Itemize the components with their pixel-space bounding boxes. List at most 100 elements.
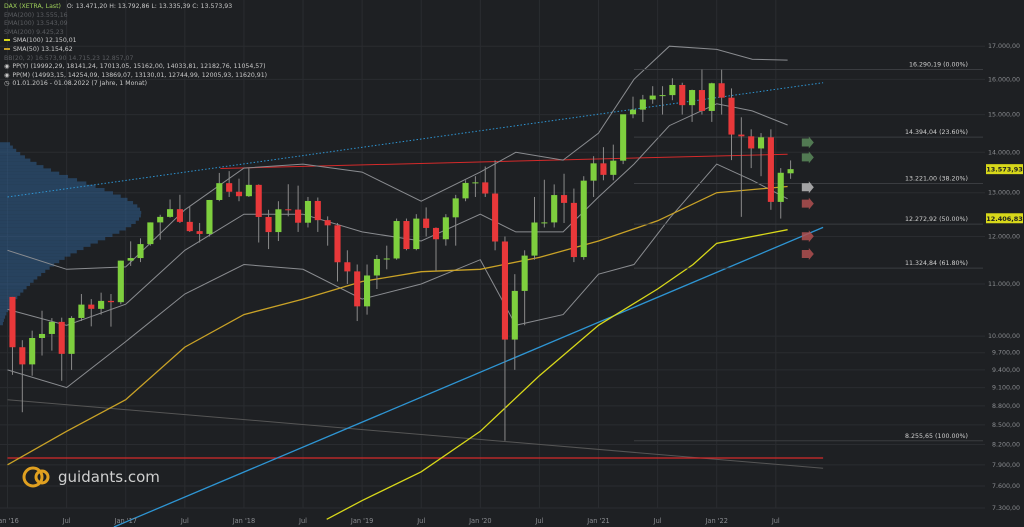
candle bbox=[314, 200, 321, 221]
eye-icon[interactable]: ◉ bbox=[4, 63, 10, 71]
candle bbox=[620, 114, 627, 161]
fibonacci-layer: 16.290,19 (0.00%) 14.394,04 (23.60%) 13.22… bbox=[633, 61, 983, 442]
sma100-swatch bbox=[4, 39, 10, 42]
candle bbox=[19, 347, 26, 365]
volume-profile-bar bbox=[0, 259, 60, 264]
volume-profile-bar bbox=[0, 305, 11, 309]
volume-profile-bar bbox=[0, 184, 96, 189]
candle bbox=[570, 202, 577, 258]
volume-profile-bar bbox=[0, 158, 31, 162]
candle bbox=[698, 90, 705, 111]
guidants-logo-icon bbox=[22, 466, 50, 488]
candle bbox=[679, 84, 686, 106]
candle bbox=[78, 304, 85, 318]
pivot-arrow-icon bbox=[801, 181, 814, 194]
y-tick-label: 7.900,00 bbox=[992, 462, 1020, 469]
eye-icon[interactable]: ◉ bbox=[4, 71, 10, 79]
candle bbox=[58, 321, 65, 354]
legend-ppy-row: ◉ PP(Y) (19992,29, 18141,24, 17013,05, 15… bbox=[4, 63, 267, 72]
candle bbox=[767, 137, 774, 202]
volume-profile-bar bbox=[0, 145, 13, 149]
volume-profile-bar bbox=[0, 286, 27, 290]
volume-profile-bar bbox=[0, 308, 9, 313]
candle bbox=[541, 222, 548, 224]
ohlc-values: O: 13.471,20 H: 13.792,86 L: 13.335,39 C… bbox=[66, 3, 233, 10]
legend-period-row: ◷ 01.01.2016 - 01.08.2022 (7 Jahre, 1 Mon… bbox=[4, 80, 267, 89]
fibonacci-label: 13.221,00 (38.20%) bbox=[905, 176, 968, 183]
candle bbox=[531, 222, 538, 256]
volume-profile-bar bbox=[0, 246, 84, 251]
bollinger-middle bbox=[7, 103, 788, 326]
legend-sma50: SMA(50) 13.154,62 bbox=[13, 45, 73, 53]
sma50-swatch bbox=[4, 47, 10, 50]
volume-profile-bar bbox=[0, 217, 140, 221]
volume-profile-bar bbox=[0, 220, 136, 224]
candle bbox=[521, 255, 528, 291]
candle bbox=[432, 227, 440, 240]
x-tick-label: Jan '16 bbox=[0, 517, 19, 525]
x-tick-label: Jan '22 bbox=[704, 517, 727, 525]
y-axis-background bbox=[985, 0, 1024, 527]
volume-profile-bar bbox=[0, 243, 91, 247]
candle bbox=[501, 241, 509, 340]
y-tick-label: 16.000,00 bbox=[988, 76, 1020, 83]
volume-profile-bar bbox=[0, 289, 24, 293]
candle bbox=[482, 182, 489, 194]
candle bbox=[98, 300, 105, 309]
y-tick-label: 7.600,00 bbox=[992, 483, 1020, 490]
pivot-arrow-icon bbox=[801, 151, 814, 164]
legend-sma200: SMA(200) 9.425,23 bbox=[4, 28, 64, 36]
price-tag bbox=[986, 213, 1023, 224]
y-tick-label: 7.300,00 bbox=[992, 505, 1020, 512]
candle bbox=[38, 333, 46, 338]
sma100-line bbox=[326, 229, 788, 520]
brand-logo[interactable]: guidants.com bbox=[22, 465, 160, 489]
volume-profile-bar bbox=[0, 253, 71, 257]
candle bbox=[629, 109, 637, 115]
volume-profile-bar bbox=[0, 233, 113, 238]
candle bbox=[580, 180, 587, 258]
candle bbox=[393, 221, 400, 259]
candle bbox=[9, 296, 16, 348]
clock-icon: ◷ bbox=[4, 80, 10, 88]
chart-legend: DAX (XETRA, Last) O: 13.471,20 H: 13.792… bbox=[4, 3, 267, 89]
candle bbox=[413, 218, 420, 250]
grid-layer bbox=[0, 0, 985, 509]
candle bbox=[689, 90, 696, 106]
volume-profile-bar bbox=[0, 210, 142, 215]
volume-profile-bar bbox=[0, 174, 68, 179]
volume-profile-bar bbox=[0, 168, 52, 172]
pivot-arrow-icon bbox=[801, 248, 814, 261]
volume-profile-bar bbox=[0, 201, 134, 205]
volume-profile-bar bbox=[0, 230, 120, 234]
candle bbox=[354, 271, 361, 307]
candle bbox=[442, 217, 449, 240]
candle bbox=[551, 195, 558, 223]
volume-profile-bar bbox=[0, 161, 37, 166]
volume-profile-bar bbox=[0, 302, 13, 306]
candle bbox=[708, 83, 715, 111]
chart-title: DAX (XETRA, Last) bbox=[4, 3, 61, 10]
volume-profile-bar bbox=[0, 321, 3, 326]
candle bbox=[748, 136, 755, 149]
candle bbox=[196, 231, 203, 234]
trendline-dotted bbox=[7, 82, 824, 198]
legend-ppy: PP(Y) (19992,29, 18141,24, 17013,05, 151… bbox=[12, 63, 266, 71]
candle bbox=[48, 321, 55, 334]
price-tag bbox=[986, 164, 1023, 175]
volume-profile-bar bbox=[0, 272, 42, 277]
candle bbox=[157, 216, 164, 223]
x-tick-label: Jul bbox=[771, 517, 780, 525]
volume-profile-bar bbox=[0, 142, 11, 146]
x-tick-label: Jan '21 bbox=[586, 517, 609, 525]
candle bbox=[304, 200, 312, 223]
candle bbox=[344, 262, 351, 272]
candle bbox=[186, 221, 193, 232]
candle bbox=[472, 182, 479, 184]
candle bbox=[206, 199, 213, 234]
fibonacci-label: 16.290,19 (0.00%) bbox=[909, 61, 968, 68]
candle bbox=[373, 258, 380, 276]
